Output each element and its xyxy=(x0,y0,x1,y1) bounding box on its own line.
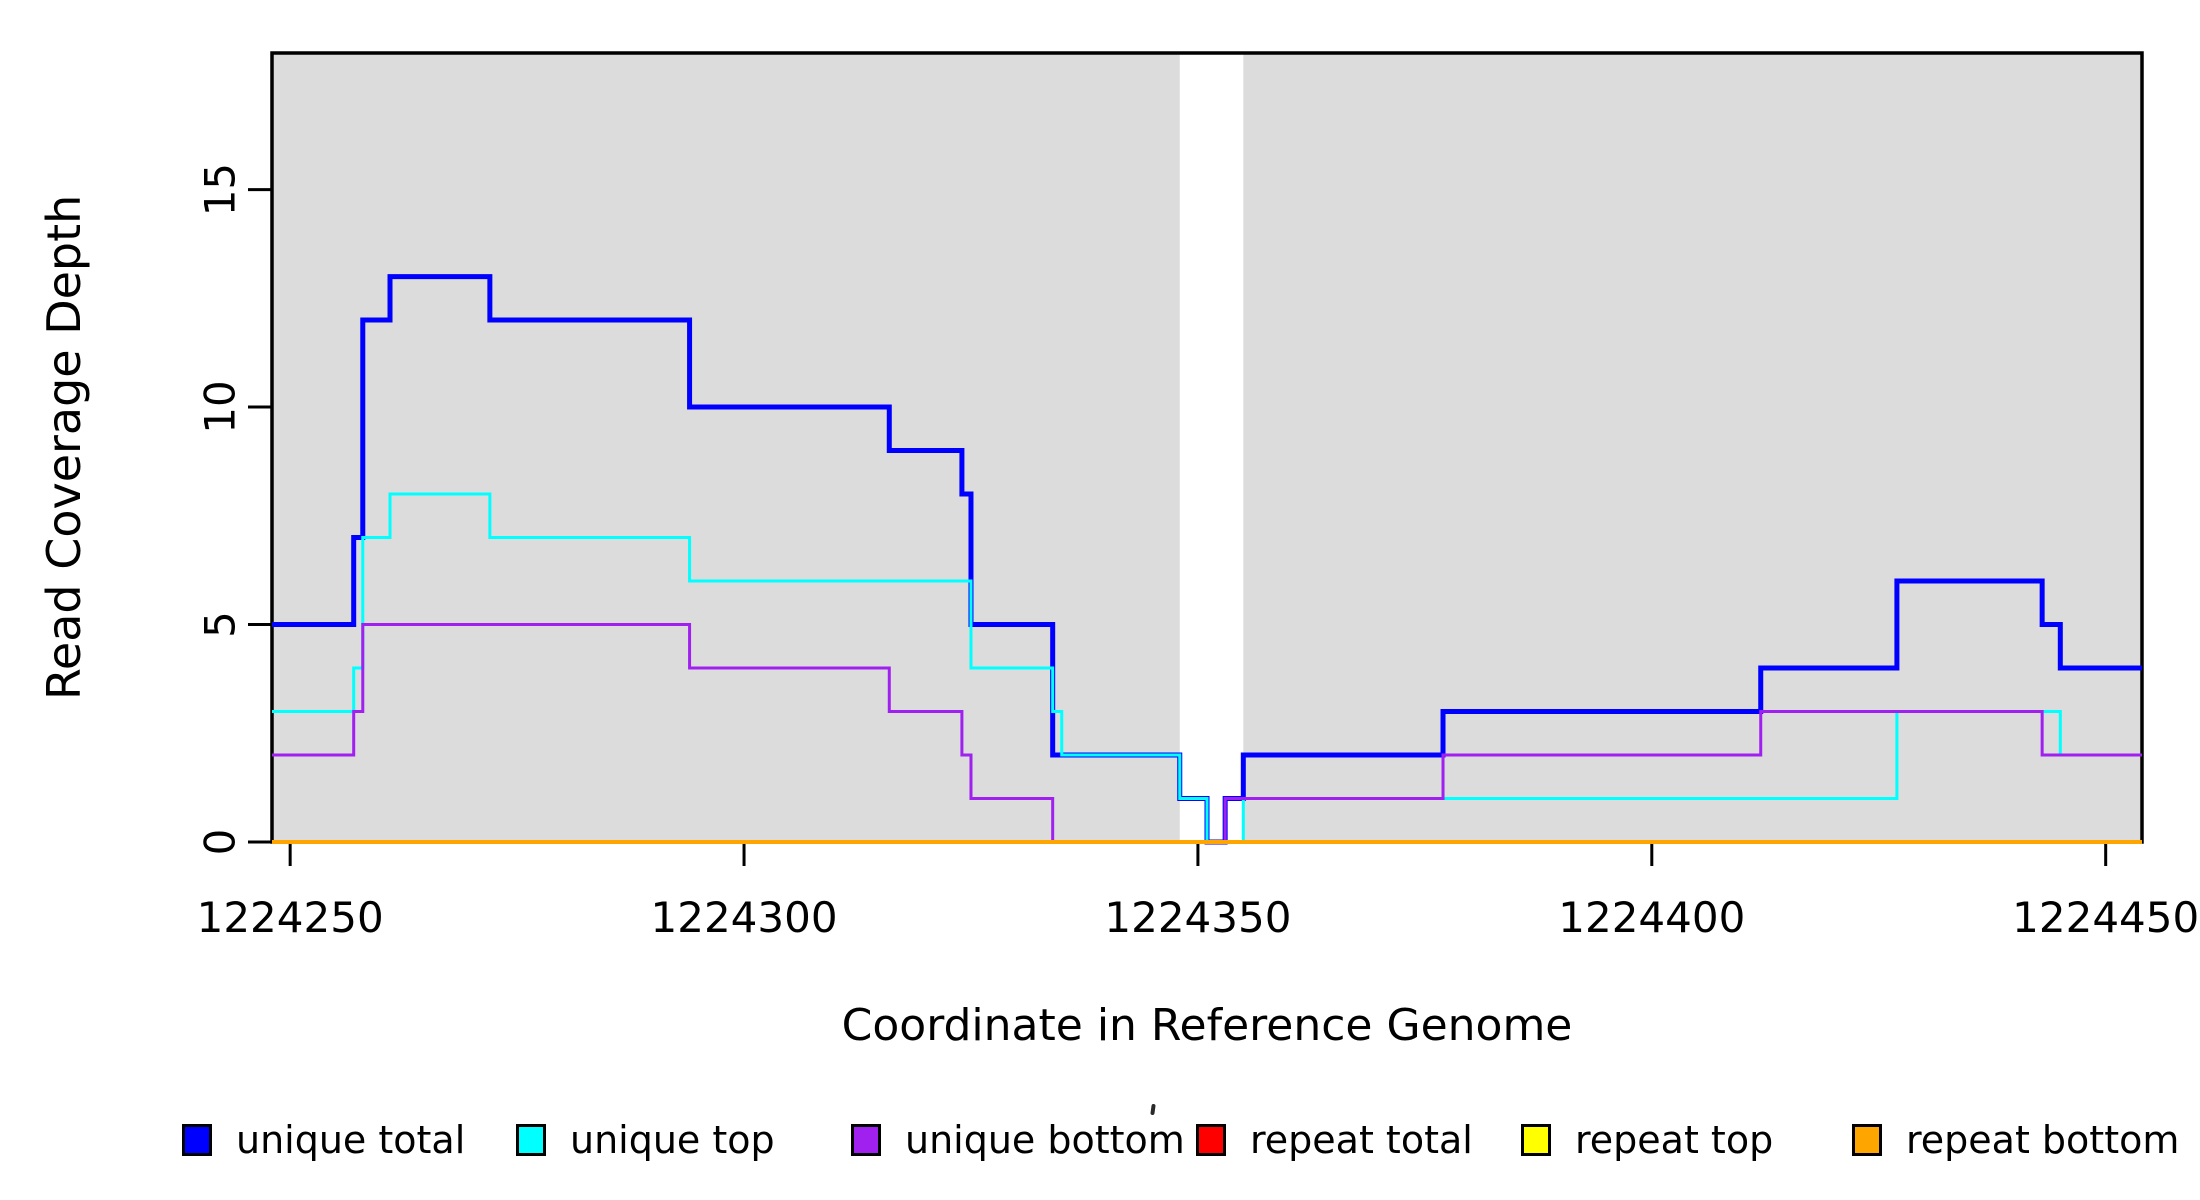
x-tick-label: 1224450 xyxy=(2012,893,2199,942)
legend-swatch xyxy=(1196,1124,1226,1156)
legend-item-repeat-total: repeat total xyxy=(1196,1118,1473,1162)
legend-label: repeat top xyxy=(1575,1118,1774,1162)
legend-label: unique top xyxy=(570,1118,775,1162)
y-axis-title: Read Coverage Depth xyxy=(37,194,91,701)
legend-swatch xyxy=(1852,1124,1882,1156)
legend-label: repeat total xyxy=(1250,1118,1473,1162)
y-tick-label: 0 xyxy=(196,829,245,856)
x-tick-label: 1224250 xyxy=(197,893,384,942)
annotation-region xyxy=(272,53,1180,842)
legend-swatch xyxy=(182,1124,212,1156)
legend-label: repeat bottom xyxy=(1906,1118,2180,1162)
y-tick-label: 15 xyxy=(196,163,245,216)
series-line-unique-top xyxy=(272,492,2142,844)
x-axis-title: Coordinate in Reference Genome xyxy=(841,1000,1573,1051)
legend-item-unique-total: unique total xyxy=(182,1118,465,1162)
legend-swatch xyxy=(851,1124,881,1156)
x-tick-label: 1224300 xyxy=(651,893,838,942)
legend-label: unique bottom xyxy=(905,1118,1185,1162)
legend-item-repeat-top: repeat top xyxy=(1521,1118,1773,1162)
legend-item-unique-bottom: unique bottom xyxy=(851,1118,1185,1162)
legend-swatch xyxy=(1521,1124,1551,1156)
legend: unique total unique top unique bottom repea… xyxy=(0,1118,2200,1188)
legend-item-repeat-bottom: repeat bottom xyxy=(1852,1118,2179,1162)
annotation-region xyxy=(1243,53,2142,842)
legend-item-unique-top: unique top xyxy=(516,1118,775,1162)
legend-swatch xyxy=(516,1124,546,1156)
x-tick-label: 1224400 xyxy=(1558,893,1745,942)
legend-label: unique total xyxy=(236,1118,466,1162)
series-line-unique-bottom xyxy=(272,623,2142,844)
y-tick-label: 5 xyxy=(196,611,245,638)
x-tick-label: 1224350 xyxy=(1104,893,1291,942)
y-tick-label: 10 xyxy=(196,380,245,433)
